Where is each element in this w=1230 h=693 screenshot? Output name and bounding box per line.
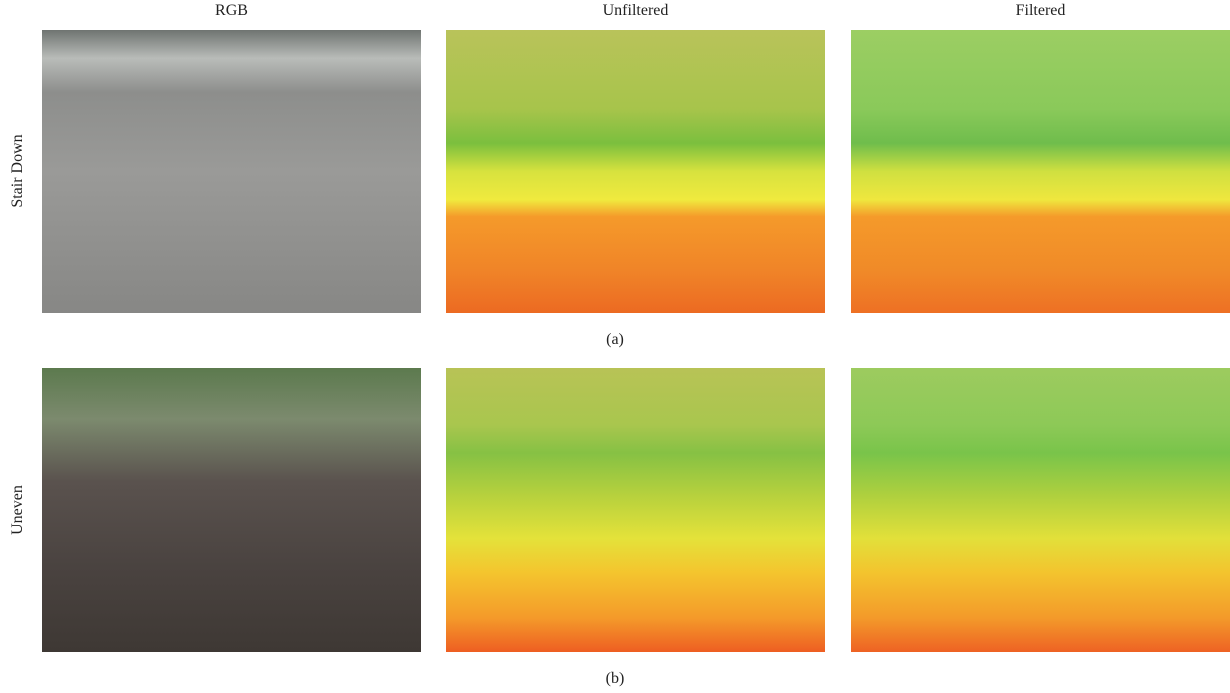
rgb-image [42,30,421,313]
filtered-depth-image [851,368,1230,652]
unfiltered-depth-image [446,368,825,652]
panel-caption: (a) [0,331,1230,349]
rgb-image [42,368,421,652]
filtered-depth-image [851,30,1230,313]
figure: RGB Unfiltered Filtered Stair Down (a) U… [0,0,1230,693]
row-label: Uneven [9,485,27,535]
column-header: Unfiltered [446,2,825,20]
row-label: Stair Down [9,134,27,207]
panel-caption: (b) [0,670,1230,688]
column-header: Filtered [851,2,1230,20]
column-header: RGB [42,2,421,20]
unfiltered-depth-image [446,30,825,313]
